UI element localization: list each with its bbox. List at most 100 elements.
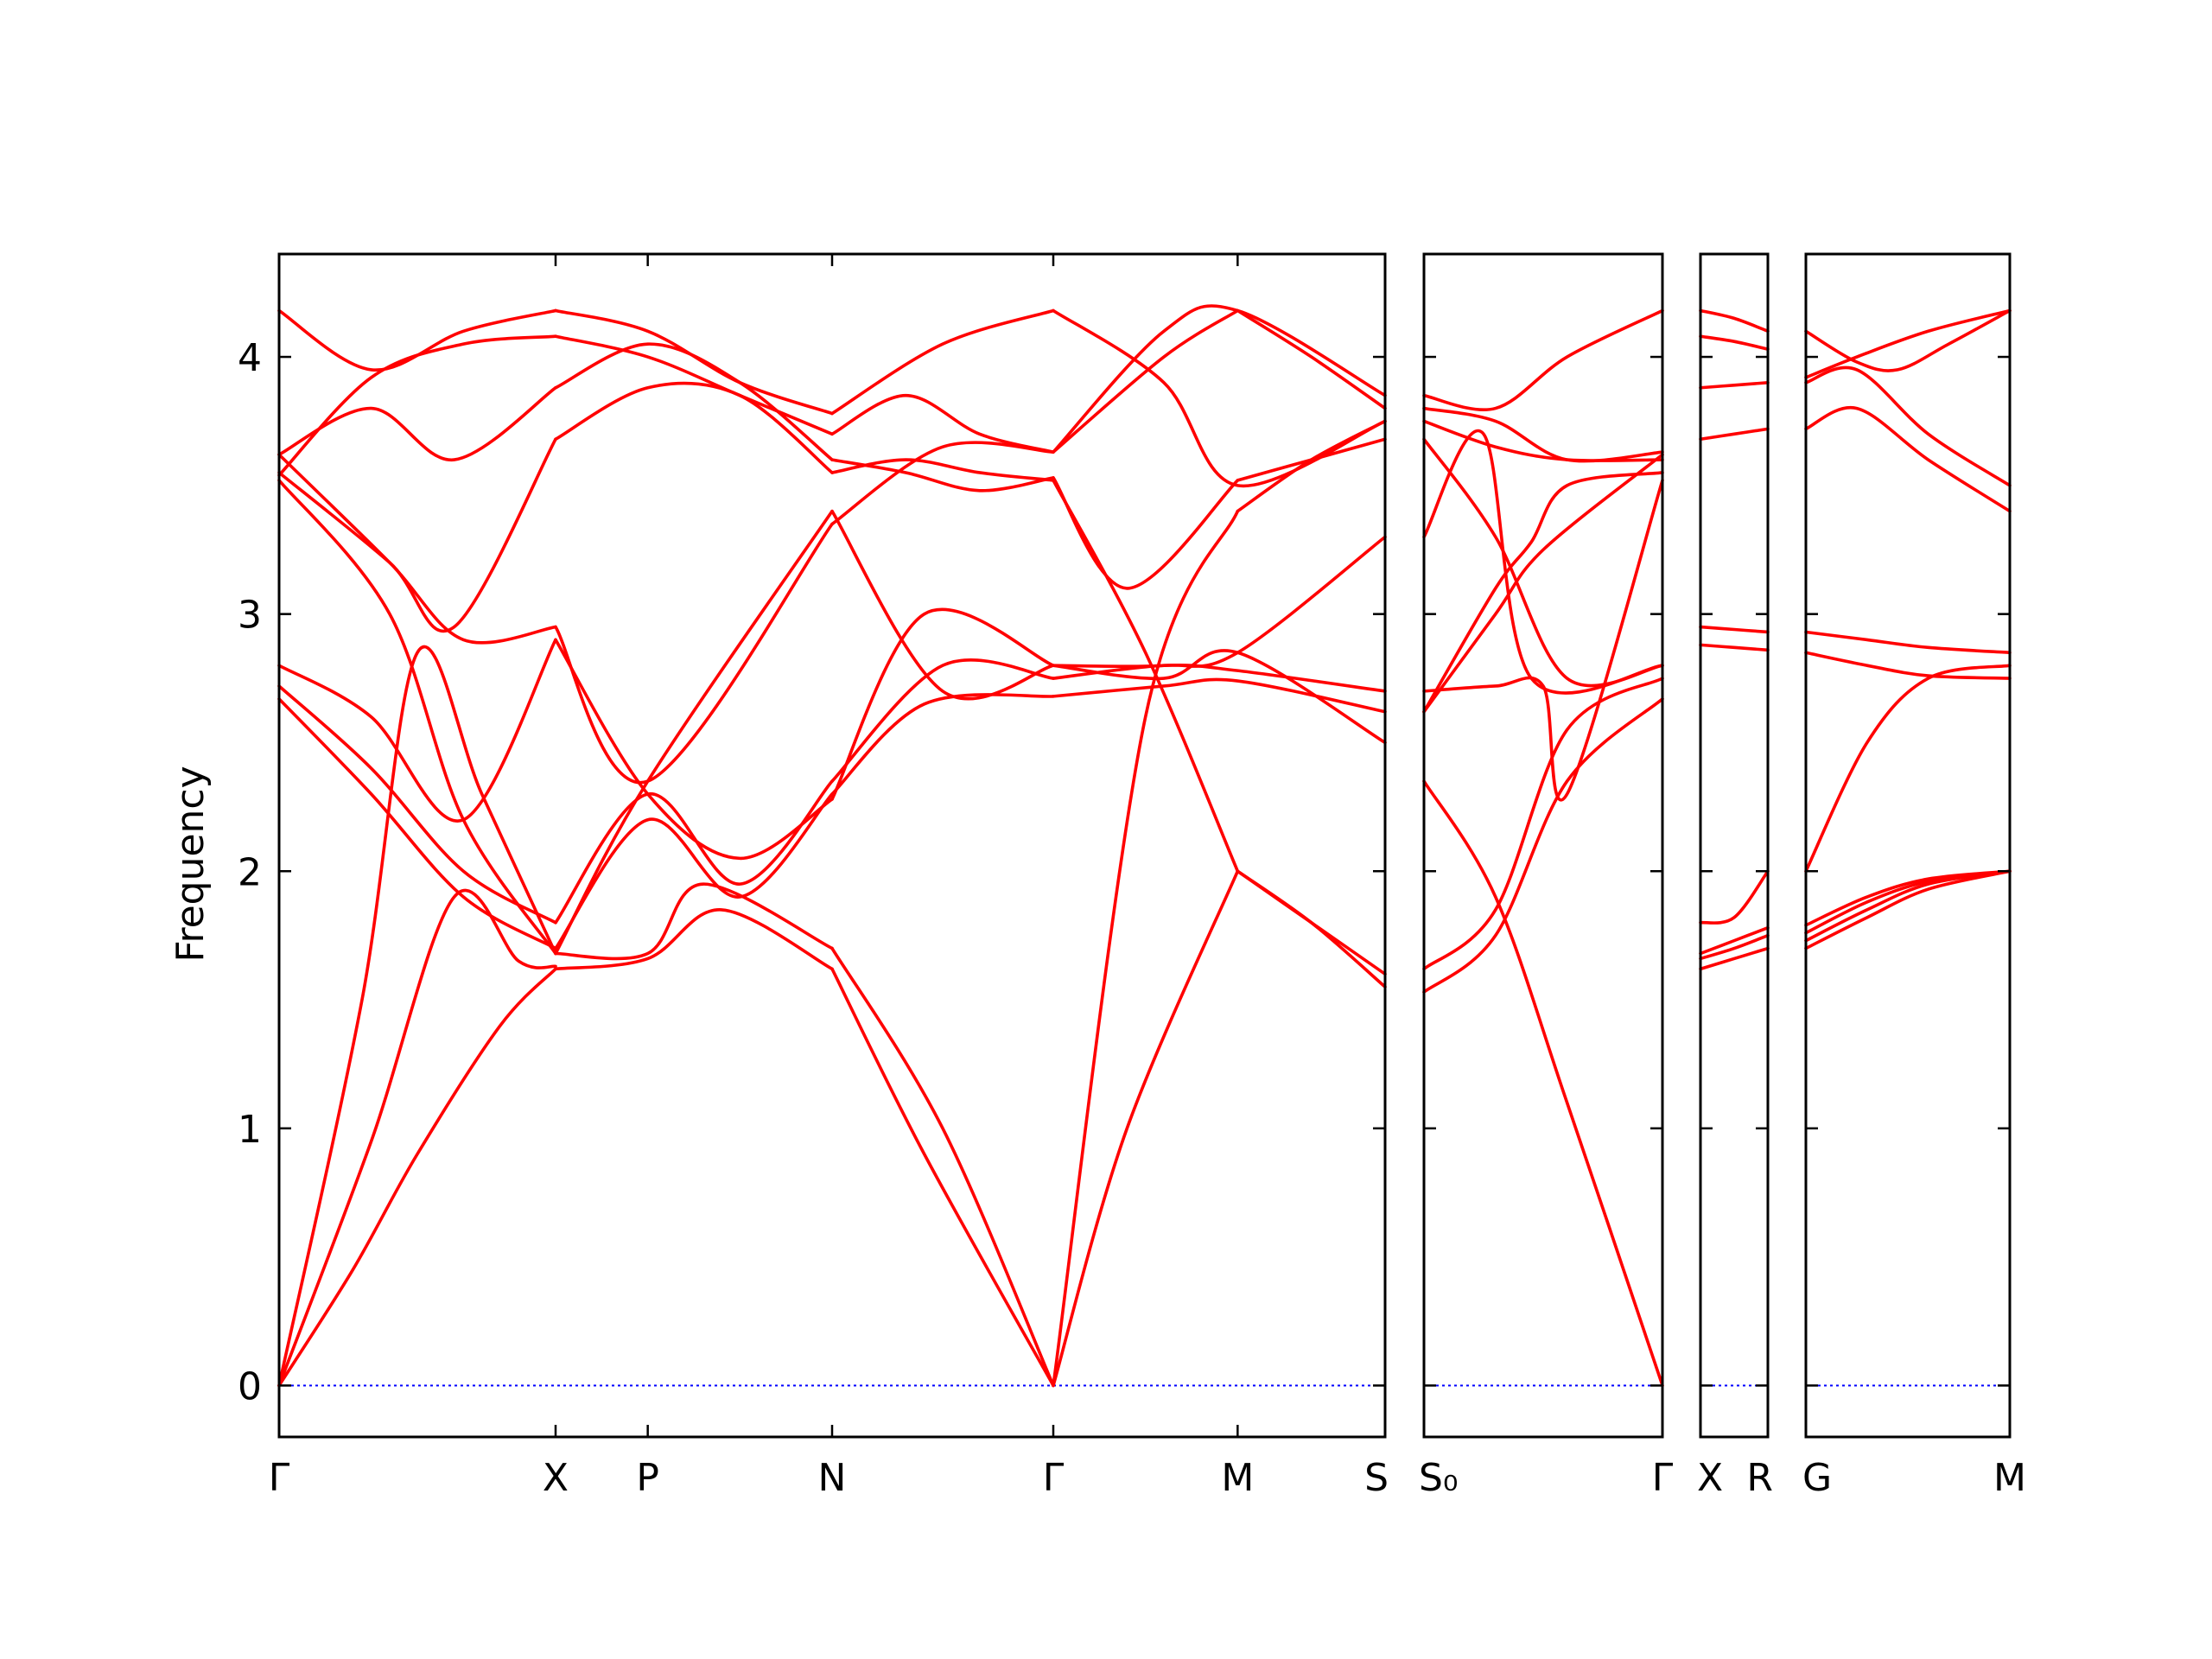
band-1 (1699, 946, 1770, 971)
band-1 (1422, 779, 1664, 1388)
band-9 (1422, 419, 1664, 462)
band-20 (277, 638, 557, 823)
band-32 (1236, 869, 1387, 976)
band-8 (1804, 405, 2012, 513)
y-tick-label-3: 3 (238, 594, 262, 638)
x-tick-label-2: R (1746, 1456, 1773, 1500)
band-8 (1422, 437, 1664, 688)
y-tick-label-1: 1 (238, 1108, 262, 1152)
band-24 (277, 479, 557, 956)
band-3 (1422, 677, 1664, 971)
band-40 (830, 458, 1055, 493)
band-33 (277, 453, 557, 645)
panel-frame (1422, 252, 1664, 1439)
x-tick-label-1: Γ (269, 1456, 290, 1500)
band-25 (554, 509, 834, 956)
x-tick-label-1: S₀ (1419, 1456, 1459, 1500)
x-tick-label-1: X (1697, 1456, 1723, 1500)
x-tick-label-3: P (636, 1456, 659, 1500)
band-5 (1804, 664, 2012, 874)
x-tick-label-5: Γ (1043, 1456, 1065, 1500)
band-50 (1052, 308, 1387, 488)
band-15 (1052, 677, 1387, 714)
band-22 (830, 607, 1055, 801)
x-tick-label-2: Γ (1652, 1456, 1674, 1500)
band-44 (554, 334, 834, 436)
band-12 (277, 697, 557, 950)
band-17 (554, 779, 834, 925)
band-38 (277, 385, 557, 461)
band-4 (1052, 869, 1240, 1388)
band-41 (1052, 476, 1240, 590)
x-tick-label-1: G (1802, 1456, 1832, 1500)
band-10 (1052, 509, 1240, 1388)
band-49 (830, 308, 1055, 416)
band-13 (554, 792, 834, 950)
band-2 (554, 908, 834, 971)
band-10 (1804, 308, 2012, 379)
band-43 (277, 334, 557, 477)
band-6 (1804, 651, 2012, 680)
panel-frame (277, 252, 1387, 1439)
band-14 (830, 693, 1055, 796)
band-48 (554, 308, 834, 416)
band-9 (1804, 365, 2012, 487)
band-5 (1236, 869, 1387, 988)
band-5 (1422, 471, 1664, 714)
x-tick-label-4: N (818, 1456, 847, 1500)
band-6 (277, 888, 557, 1388)
y-tick-label-4: 4 (238, 336, 262, 380)
band-30 (830, 458, 1055, 482)
panel-2: S₀ Γ (1419, 252, 1674, 1500)
band-3 (830, 967, 1055, 1388)
band-9 (830, 946, 1055, 1388)
band-10 (1422, 406, 1664, 463)
band-11 (1804, 308, 2012, 372)
band-4 (1804, 869, 2012, 927)
band-2 (1804, 869, 2012, 943)
band-2 (1699, 933, 1770, 961)
y-tick-label-2: 2 (238, 850, 262, 894)
y-tick-label-0: 0 (238, 1364, 262, 1408)
band-7 (1422, 429, 1664, 695)
band-46 (1052, 304, 1387, 454)
band-6 (1422, 453, 1664, 714)
x-tick-label-7: S (1364, 1456, 1389, 1500)
panels: Γ X P N Γ M S S₀ Γ X R G M (269, 252, 2026, 1500)
band-2 (1422, 697, 1664, 994)
panel-frame (1804, 252, 2012, 1439)
x-tick-label-2: M (1993, 1456, 2026, 1500)
band-42 (1236, 437, 1387, 482)
band-7 (1699, 427, 1770, 442)
band-7 (1804, 630, 2012, 655)
band-8 (1699, 381, 1770, 390)
band-31 (1052, 479, 1240, 874)
band-3 (1699, 925, 1770, 956)
x-tick-label-6: M (1221, 1456, 1254, 1500)
band-28 (277, 437, 557, 633)
band-4 (1699, 869, 1770, 925)
band-47 (277, 308, 557, 372)
band-45 (830, 393, 1055, 454)
band-5 (1699, 643, 1770, 652)
y-axis-label: Frequency (168, 766, 213, 962)
band-36 (1052, 308, 1240, 454)
band-10 (1699, 308, 1770, 334)
band-9 (1699, 334, 1770, 351)
y-axis-tick-labels: 0 1 2 3 4 (238, 336, 262, 1408)
band-23 (1052, 649, 1387, 745)
band-6 (1699, 625, 1770, 634)
band-4 (1422, 479, 1664, 802)
band-21 (554, 638, 834, 861)
band-34 (554, 522, 834, 785)
band-11 (1422, 308, 1664, 411)
band-1 (277, 967, 557, 1388)
panel-frame (1699, 252, 1770, 1439)
band-8 (554, 882, 834, 961)
band-27 (1052, 535, 1387, 669)
band-1 (1804, 869, 2012, 950)
